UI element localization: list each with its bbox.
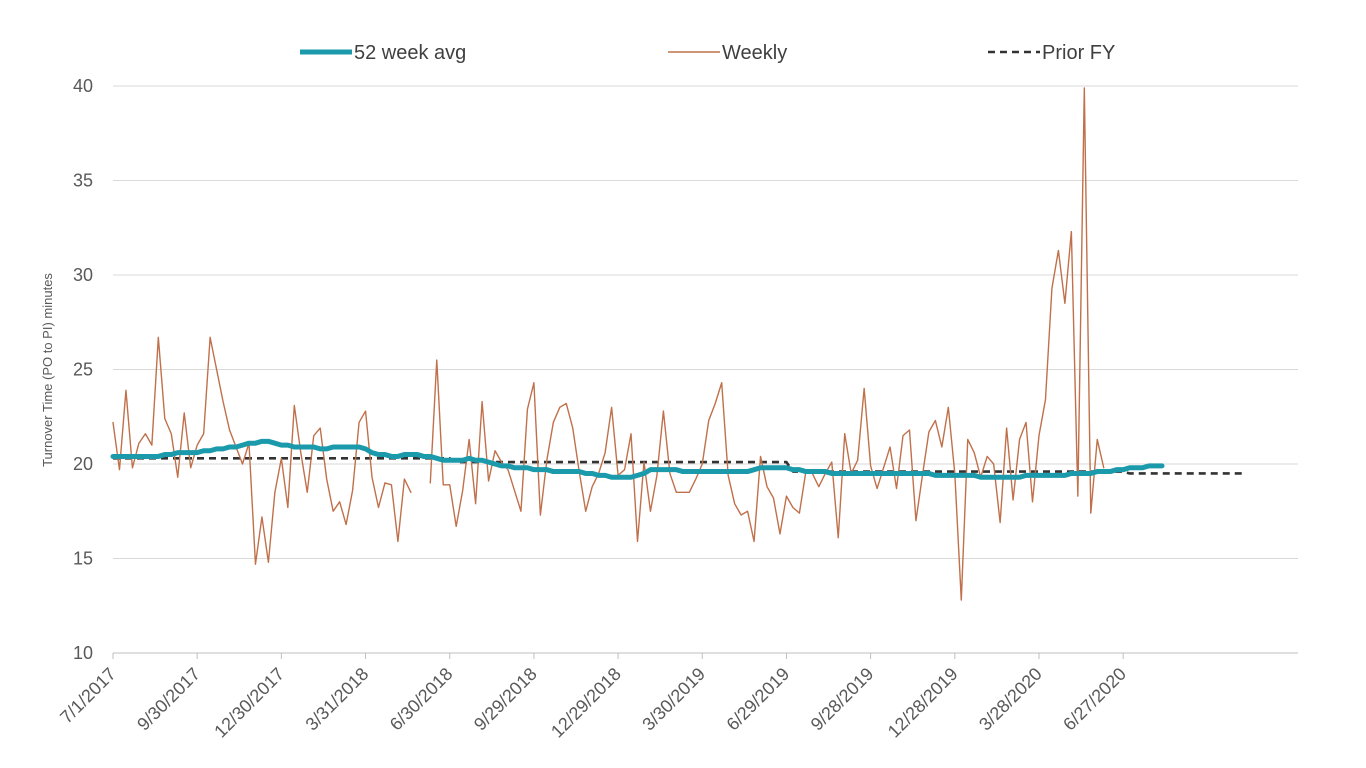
x-tick-label: 9/30/2017 <box>133 664 204 735</box>
y-axis-label: Turnover Time (PO to PI) minutes <box>40 273 55 467</box>
x-tick-label: 12/29/2018 <box>547 664 625 742</box>
legend-label: 52 week avg <box>354 42 466 64</box>
x-tick-label: 9/28/2019 <box>807 664 878 735</box>
gridlines <box>113 85 1298 654</box>
legend-label: Weekly <box>722 42 787 64</box>
y-tick-label: 15 <box>73 549 93 569</box>
x-tick-label: 3/28/2020 <box>975 664 1046 735</box>
y-tick-label: 30 <box>73 265 93 285</box>
x-tick-label: 3/31/2018 <box>302 664 373 735</box>
y-tick-label: 35 <box>73 171 93 191</box>
x-tick-label: 12/28/2019 <box>884 664 962 742</box>
x-tick-label: 6/27/2020 <box>1059 664 1130 735</box>
x-tick-label: 6/30/2018 <box>386 664 457 735</box>
x-tick-label: 12/30/2017 <box>210 664 288 742</box>
x-tick-label: 7/1/2017 <box>56 664 120 728</box>
y-axis: 10 15 20 25 30 35 40 <box>73 76 93 663</box>
y-tick-label: 40 <box>73 76 93 96</box>
x-axis: 7/1/2017 9/30/2017 12/30/2017 3/31/2018 6/30… <box>56 653 1130 742</box>
series-prior-fy <box>113 457 1247 475</box>
series-weekly <box>112 87 1105 601</box>
x-tick-label: 6/29/2019 <box>723 664 794 735</box>
x-tick-label: 3/30/2019 <box>638 664 709 735</box>
y-tick-label: 20 <box>73 454 93 474</box>
legend-label: Prior FY <box>1042 42 1115 64</box>
y-tick-label: 25 <box>73 360 93 380</box>
series-52-week-avg <box>110 438 1165 480</box>
y-tick-label: 10 <box>73 643 93 663</box>
x-tick-label: 9/29/2018 <box>470 664 541 735</box>
series-group <box>110 87 1247 601</box>
legend: 52 week avg Weekly Prior FY <box>300 42 1115 64</box>
